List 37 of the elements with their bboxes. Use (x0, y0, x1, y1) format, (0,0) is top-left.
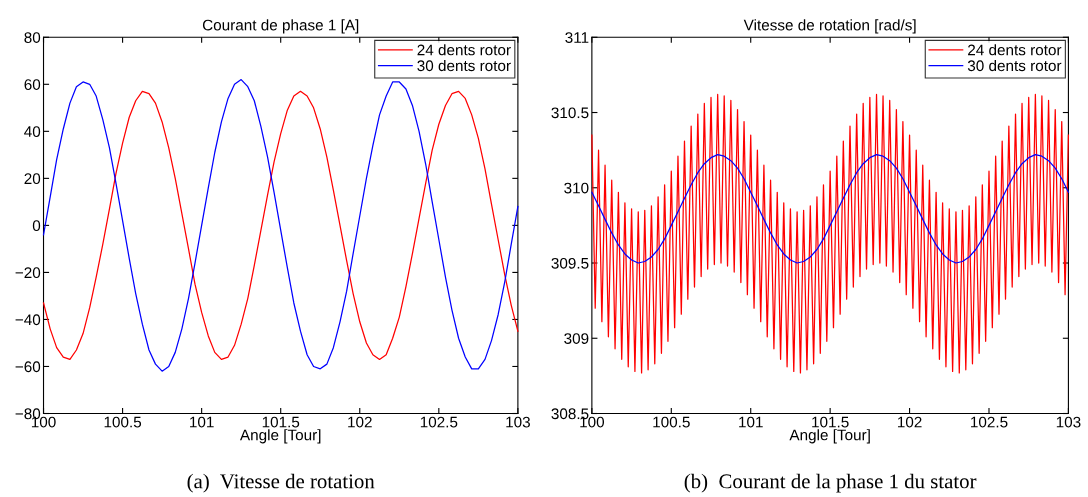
x-tick-label: 102.5 (420, 416, 458, 428)
x-axis-title: Angle [Tour] (789, 429, 870, 444)
y-tick-label: −60 (15, 361, 41, 373)
y-tick-label: 311 (565, 32, 589, 43)
x-tick-label: 102.5 (971, 416, 1008, 428)
y-tick-label: 309 (564, 333, 589, 344)
x-tick-label: 100.5 (653, 416, 690, 428)
x-tick-label: 102 (897, 416, 922, 428)
y-tick-label: 310.5 (551, 107, 589, 119)
legend-label: 30 dents rotor (417, 59, 511, 72)
y-tick-label: 20 (24, 173, 41, 185)
x-axis-title: Angle [Tour] (239, 429, 321, 444)
line-series (591, 93, 1070, 374)
text: (a) Vitesse de rotation (187, 473, 375, 493)
x-tick-label: 100.5 (104, 416, 142, 428)
line-series (591, 154, 1070, 264)
legend-label: 30 dents rotor (967, 59, 1062, 72)
legend-label: 24 dents rotor (417, 44, 511, 56)
text: (b) Courant de la phase 1 du stator (684, 473, 977, 493)
x-tick-label: 103 (506, 416, 530, 428)
y-tick-label: −40 (15, 314, 41, 326)
x-tick-label: 101 (739, 416, 763, 428)
y-tick-label: 40 (24, 126, 41, 138)
y-tick-label: 80 (24, 32, 41, 43)
x-tick-label: 102 (348, 416, 372, 428)
x-tick-label: 101 (190, 416, 214, 428)
x-tick-label: 103 (1056, 416, 1081, 428)
y-tick-label: 60 (24, 79, 41, 90)
x-tick-label: 101.5 (812, 416, 849, 428)
y-tick-label: 310 (564, 182, 589, 194)
y-tick-label: 309.5 (551, 257, 589, 269)
y-tick-label: 0 (32, 220, 41, 232)
y-tick-label: −20 (15, 267, 41, 279)
chart-title: Vitesse de rotation [rad/s] (743, 19, 916, 34)
chart-title: Courant de phase 1 [A] (202, 19, 359, 34)
x-tick-label: 101.5 (262, 416, 300, 428)
legend-label: 24 dents rotor (968, 44, 1062, 56)
